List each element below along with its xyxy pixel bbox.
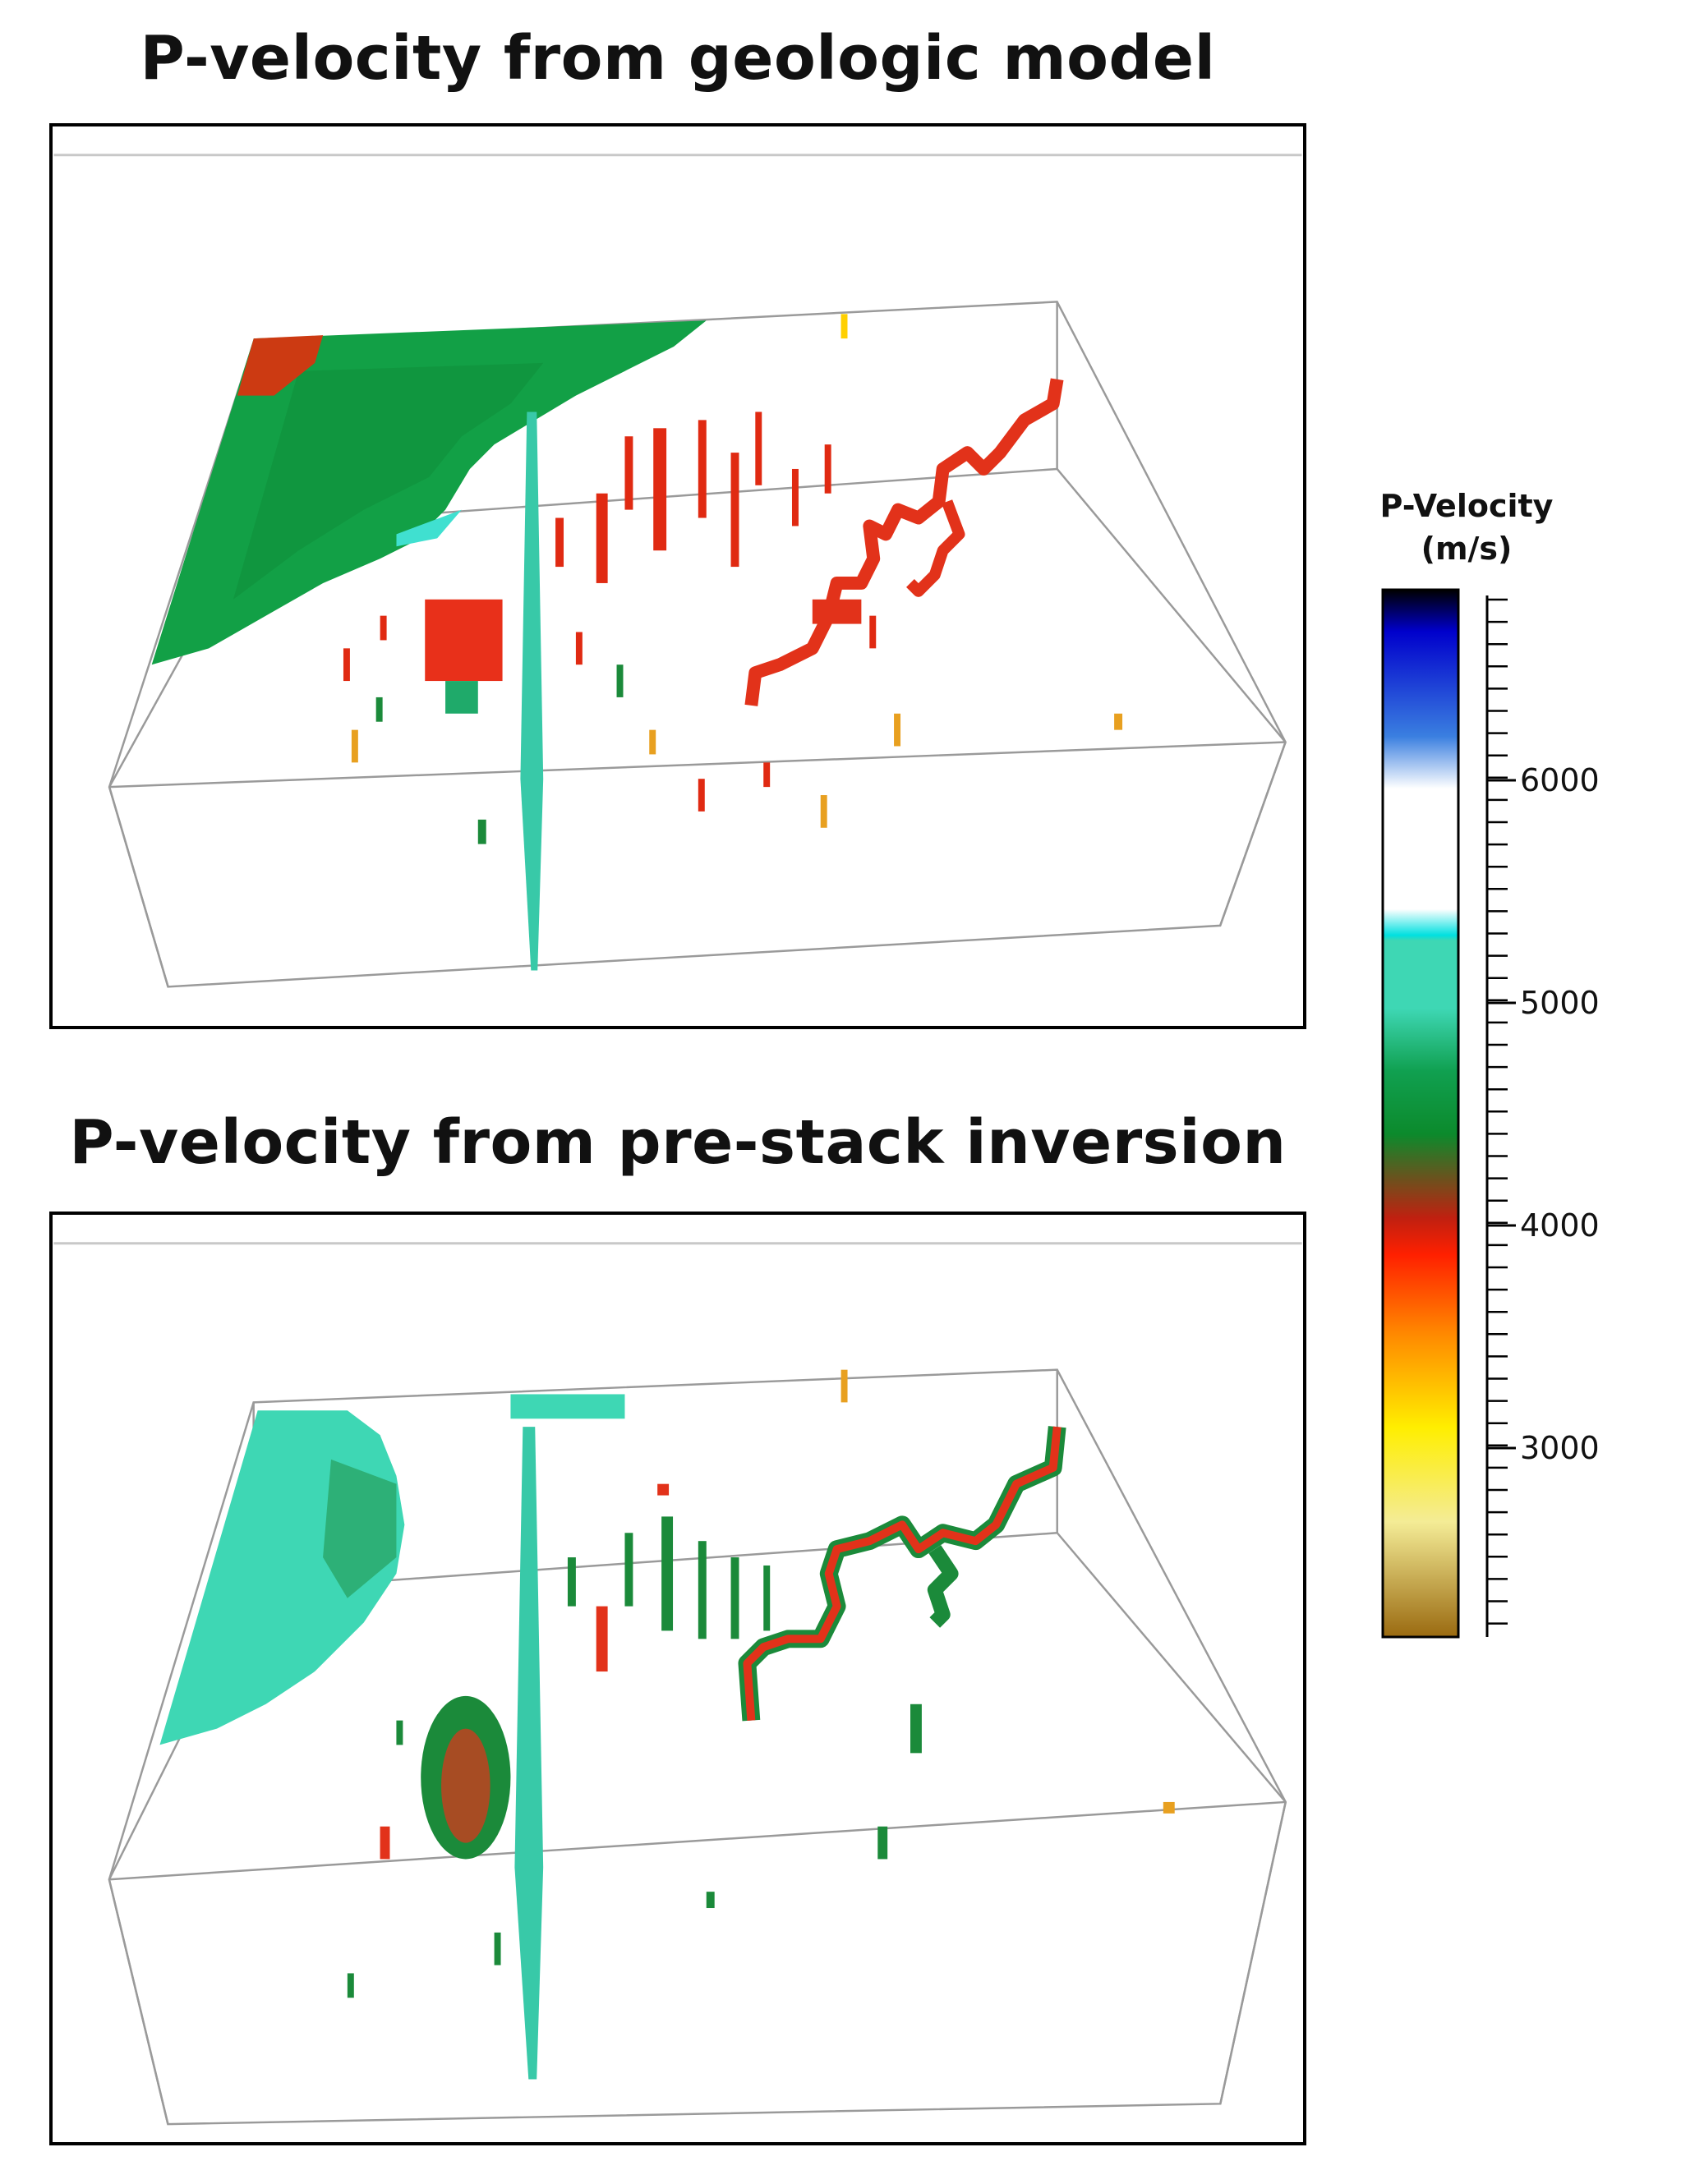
red-channel-core	[743, 1426, 1062, 1721]
colorbar-tick-label: 5000	[1520, 985, 1600, 1021]
colorbar-title-line2: (m/s)	[1421, 531, 1513, 567]
green-shading	[323, 1459, 397, 1598]
colorbar-gradient	[1381, 588, 1460, 1639]
green-cluster-tail	[445, 681, 478, 714]
colorbar-tick-label: 3000	[1520, 1430, 1600, 1466]
green-channel-branch	[927, 1545, 959, 1628]
prestack-inversion-3d-view	[53, 1242, 1302, 2126]
scattered-velocity-marks	[343, 314, 1123, 844]
red-vertical-bars	[555, 412, 831, 583]
cyan-velocity-patch	[396, 509, 462, 547]
colorbar-tick-label: 4000	[1520, 1207, 1600, 1244]
panel-title-geologic-model: P-velocity from geologic model	[140, 23, 1216, 94]
geologic-model-panel	[49, 123, 1306, 1029]
red-channel-2	[906, 499, 965, 597]
turquoise-strip	[510, 1394, 625, 1419]
geologic-model-3d-view	[53, 154, 1302, 988]
scattered-velocity-marks	[347, 1369, 1175, 1998]
red-velocity-patch	[237, 335, 324, 396]
mixed-cluster-core	[441, 1728, 490, 1843]
colorbar-tick-label: 6000	[1520, 762, 1600, 798]
green-channel	[738, 1426, 1066, 1722]
colorbar-title: P-Velocity (m/s)	[1368, 485, 1565, 570]
colorbar-major-ticks	[1487, 779, 1516, 1450]
green-shading	[233, 362, 544, 600]
panel-title-prestack-inversion: P-velocity from pre-stack inversion	[69, 1107, 1287, 1178]
red-channel-1	[744, 378, 1064, 706]
vertical-velocity-sheet	[514, 1427, 544, 2080]
colorbar-title-line1: P-Velocity	[1379, 488, 1554, 524]
red-channel-patch	[812, 599, 862, 624]
vertical-velocity-sheet	[520, 412, 544, 971]
colorbar-minor-ticks	[1487, 598, 1508, 1625]
red-cluster	[425, 599, 503, 682]
prestack-inversion-panel	[49, 1212, 1306, 2145]
